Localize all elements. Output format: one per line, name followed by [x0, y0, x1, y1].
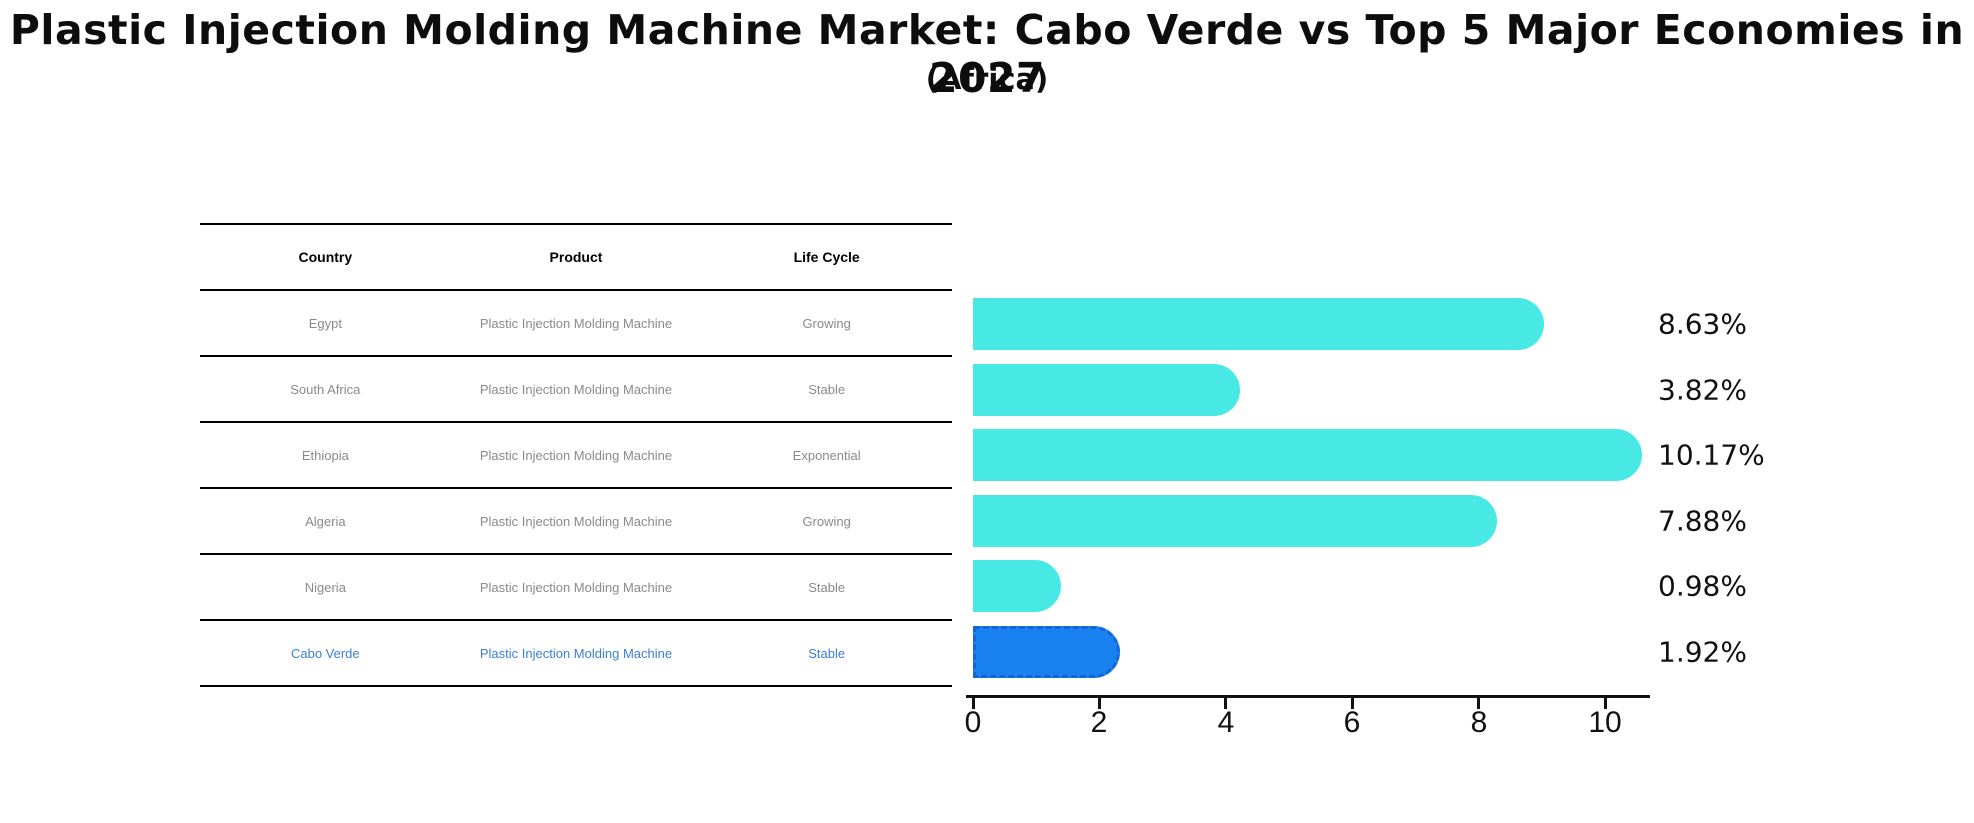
bar-south-africa [973, 364, 1240, 416]
x-axis-tick [1477, 695, 1480, 709]
table-row-nigeria: Nigeria Plastic Injection Molding Machin… [200, 553, 952, 620]
table-cell-product: Plastic Injection Molding Machine [450, 553, 702, 620]
x-axis-tick [972, 695, 975, 709]
table-header-country: Country [200, 223, 451, 290]
bar-nigeria [973, 560, 1061, 612]
table-cell-life-cycle: Exponential [701, 421, 952, 488]
bar-algeria [973, 495, 1497, 547]
x-axis-tick [1351, 695, 1354, 709]
table-cell-life-cycle: Growing [701, 289, 952, 356]
bar-row-ethiopia: 10.17% [973, 422, 1974, 488]
table-cell-country: Nigeria [200, 553, 451, 620]
bar-row-south-africa: 3.82% [973, 357, 1974, 423]
x-axis-tick-label: 0 [964, 706, 982, 739]
chart-subtitle: (Africa) [925, 62, 1049, 96]
table-cell-country: Ethiopia [200, 421, 451, 488]
x-axis-tick [1224, 695, 1227, 709]
table-row-south-africa: South Africa Plastic Injection Molding M… [200, 355, 952, 422]
bar-egypt [973, 298, 1544, 350]
table-row-egypt: Egypt Plastic Injection Molding Machine … [200, 289, 952, 356]
table-cell-country: Cabo Verde [200, 619, 451, 687]
table-cell-life-cycle: Stable [701, 553, 952, 620]
bar-value-label: 0.98% [1658, 569, 1747, 603]
table-cell-product: Plastic Injection Molding Machine [450, 421, 702, 488]
table-header-product: Product [450, 223, 702, 290]
bar-row-egypt: 8.63% [973, 291, 1974, 357]
table-cell-life-cycle: Stable [701, 619, 952, 687]
table-cell-product: Plastic Injection Molding Machine [450, 355, 702, 422]
table-cell-product: Plastic Injection Molding Machine [450, 487, 702, 554]
bar-ethiopia [973, 429, 1642, 481]
table-cell-country: South Africa [200, 355, 451, 422]
bar-value-label: 7.88% [1658, 504, 1747, 538]
bar-row-cabo-verde: 1.92% [973, 619, 1974, 685]
page-title: Plastic Injection Molding Machine Market… [9, 6, 1965, 102]
x-axis-tick-label: 2 [1090, 706, 1108, 739]
table-cell-country: Algeria [200, 487, 451, 554]
x-axis-tick-label: 4 [1217, 706, 1235, 739]
table-cell-life-cycle: Stable [701, 355, 952, 422]
table-row-algeria: Algeria Plastic Injection Molding Machin… [200, 487, 952, 554]
bar-row-algeria: 7.88% [973, 488, 1974, 554]
bar-value-label: 8.63% [1658, 307, 1747, 341]
bar-cabo-verde [973, 626, 1120, 678]
table-header-life-cycle: Life Cycle [701, 223, 952, 290]
table-cell-country: Egypt [200, 289, 451, 356]
x-axis-tick-label: 8 [1470, 706, 1488, 739]
table-cell-life-cycle: Growing [701, 487, 952, 554]
bar-value-label: 3.82% [1658, 373, 1747, 407]
x-axis-line [966, 695, 1650, 698]
x-axis-tick-label: 6 [1343, 706, 1361, 739]
x-axis-tick [1098, 695, 1101, 709]
table-row-ethiopia: Ethiopia Plastic Injection Molding Machi… [200, 421, 952, 488]
x-axis-tick [1604, 695, 1607, 709]
table-cell-product: Plastic Injection Molding Machine [450, 289, 702, 356]
bar-row-nigeria: 0.98% [973, 553, 1974, 619]
country-info-table: Country Product Life Cycle Egypt Plastic… [200, 223, 952, 687]
bar-value-label: 1.92% [1658, 635, 1747, 669]
table-header-row: Country Product Life Cycle [200, 223, 952, 290]
x-axis-tick-label: 10 [1588, 706, 1622, 739]
table-cell-product: Plastic Injection Molding Machine [450, 619, 702, 687]
table-row-cabo-verde: Cabo Verde Plastic Injection Molding Mac… [200, 619, 952, 687]
bar-value-label: 10.17% [1658, 438, 1765, 472]
